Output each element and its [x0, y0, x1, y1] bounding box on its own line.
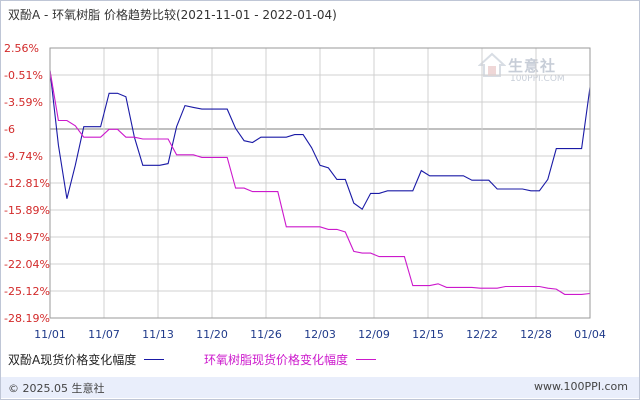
y-tick-label: -6 [4, 123, 15, 136]
legend-label-epoxy-resin: 环氧树脂现货价格变化幅度 [204, 353, 349, 367]
x-tick-label: 01/04 [574, 328, 606, 341]
x-tick-label: 11/20 [196, 328, 228, 341]
y-tick-label: 2.56% [4, 42, 39, 55]
watermark-logo: 生意社 100PPI.COM [477, 52, 578, 92]
legend-item-epoxy-resin: 环氧树脂现货价格变化幅度 [204, 351, 377, 368]
y-tick-label: -9.74% [4, 150, 43, 163]
x-tick-label: 12/09 [358, 328, 390, 341]
y-axis-tick-labels: 2.56% -0.51% -3.59% -6 -9.74% -12.81% -15.89% -… [4, 42, 50, 325]
legend-item-bisphenol-a: 双酚A现货价格变化幅度 [8, 351, 165, 368]
x-axis-tick-labels: 11/01 11/07 11/13 11/20 11/26 12/03 12/09 12/15… [34, 328, 606, 341]
y-tick-label: -18.97% [4, 231, 50, 244]
watermark-url: 100PPI.COM [510, 74, 565, 84]
legend-swatch-bisphenol-a [144, 359, 165, 360]
legend-label-bisphenol-a: 双酚A现货价格变化幅度 [8, 353, 137, 367]
footer-site-link[interactable]: www.100PPI.com [534, 380, 628, 393]
chart-title: 双酚A - 环氧树脂 价格趋势比较(2021-11-01 - 2022-01-0… [8, 8, 337, 22]
series-line-bisphenol-a [49, 70, 591, 211]
series-line-epoxy-resin [49, 70, 591, 295]
x-tick-label: 12/15 [412, 328, 444, 341]
footer-copyright: © 2025.05 生意社 [8, 382, 105, 395]
x-tick-label: 11/01 [34, 328, 66, 341]
x-tick-label: 11/07 [88, 328, 120, 341]
x-tick-label: 12/22 [466, 328, 498, 341]
house-icon [477, 52, 507, 77]
plot-border [49, 47, 591, 319]
y-tick-label: -0.51% [4, 69, 43, 82]
x-tick-label: 12/28 [520, 328, 552, 341]
y-tick-label: -12.81% [4, 177, 50, 190]
legend-swatch-epoxy-resin [356, 359, 377, 360]
y-tick-label: -22.04% [4, 258, 50, 271]
series-lines [49, 70, 591, 295]
grid-lines [49, 47, 591, 319]
y-tick-label: -25.12% [4, 285, 50, 298]
y-tick-label: -3.59% [4, 96, 43, 109]
watermark-name: 生意社 [508, 57, 557, 75]
footer-bar [1, 377, 639, 398]
y-tick-label: -15.89% [4, 204, 50, 217]
x-tick-label: 11/26 [250, 328, 282, 341]
x-tick-label: 12/03 [304, 328, 336, 341]
y-tick-label: -28.19% [4, 312, 50, 325]
x-tick-label: 11/13 [142, 328, 174, 341]
